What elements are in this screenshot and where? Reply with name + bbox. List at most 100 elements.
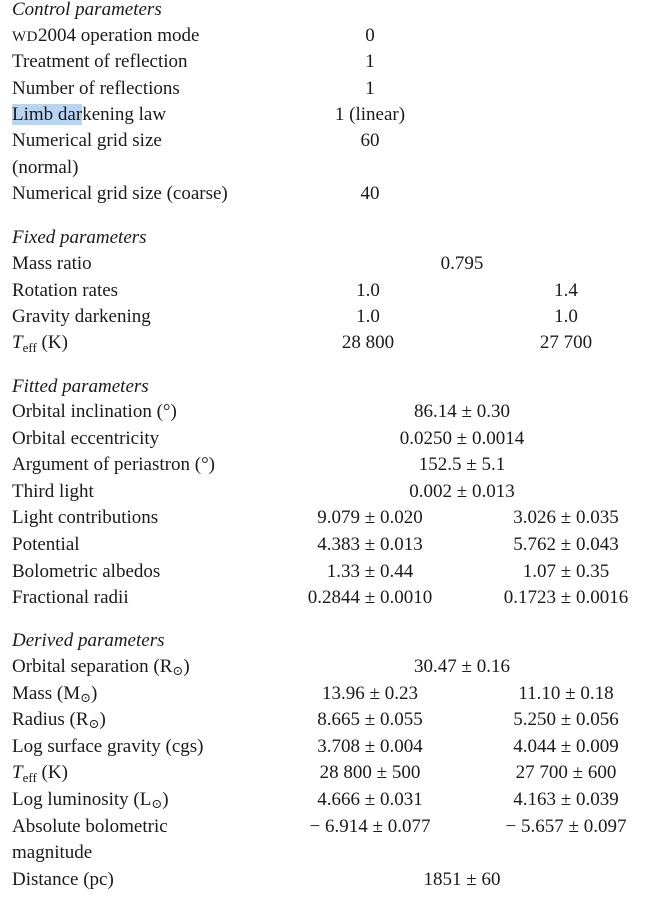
section-title: Derived parameters	[12, 630, 165, 651]
sun-symbol-icon: ⊙	[88, 716, 100, 731]
row-radius: Radius (R⊙) 8.665 ± 0.055 5.250 ± 0.056	[0, 710, 654, 737]
row-label: Numerical grid size (coarse)	[12, 183, 228, 204]
row-third-light: Third light 0.002 ± 0.013	[0, 482, 654, 509]
secondary-value: 4.044 ± 0.009	[513, 736, 619, 757]
row-label: Argument of periastron (°)	[12, 454, 215, 475]
row-bolometric-magnitude-cont: magnitude	[0, 843, 654, 870]
secondary-value: 5.250 ± 0.056	[513, 709, 619, 730]
row-bolometric-magnitude: Absolute bolometric − 6.914 ± 0.077 − 5.…	[0, 817, 654, 844]
primary-value: 28 800	[341, 332, 395, 353]
row-label: Teff (K)	[12, 332, 68, 356]
row-reflection-treatment: Treatment of reflection 1	[0, 52, 654, 79]
row-label: Radius (R⊙)	[12, 709, 106, 732]
row-label: Distance (pc)	[12, 869, 114, 890]
row-grid-normal: Numerical grid size 60	[0, 131, 654, 158]
row-distance: Distance (pc) 1851 ± 60	[0, 870, 654, 897]
row-label: Bolometric albedos	[12, 561, 161, 582]
row-value: 1	[365, 51, 375, 72]
row-label: Absolute bolometric	[12, 816, 168, 837]
row-log-gravity: Log surface gravity (cgs) 3.708 ± 0.004 …	[0, 737, 654, 764]
secondary-value: 4.163 ± 0.039	[513, 789, 619, 810]
row-label: Rotation rates	[12, 280, 119, 301]
primary-value: 4.666 ± 0.031	[317, 789, 423, 810]
row-label: Mass ratio	[12, 253, 92, 274]
primary-value: 8.665 ± 0.055	[317, 709, 423, 730]
row-label: Treatment of reflection	[12, 51, 188, 72]
row-label: Number of reflections	[12, 78, 180, 99]
row-separation: Orbital separation (R⊙) 30.47 ± 0.16	[0, 657, 654, 684]
row-wd-mode: WD2004 operation mode 0	[0, 26, 654, 53]
primary-value: 3.708 ± 0.004	[317, 736, 423, 757]
row-label: Third light	[12, 481, 94, 502]
row-label: Orbital eccentricity	[12, 428, 160, 449]
row-value: 1851 ± 60	[423, 869, 501, 890]
section-title: Control parameters	[12, 0, 162, 20]
secondary-value: 27 700	[539, 332, 593, 353]
row-label: (normal)	[12, 157, 79, 178]
primary-value: 1.0	[356, 306, 380, 327]
row-light-contributions: Light contributions 9.079 ± 0.020 3.026 …	[0, 508, 654, 535]
row-label: WD2004 operation mode	[12, 25, 200, 46]
primary-value: − 6.914 ± 0.077	[309, 816, 431, 837]
primary-value: 0.2844 ± 0.0010	[307, 587, 433, 608]
row-label: Light contributions	[12, 507, 159, 528]
secondary-value: 1.4	[554, 280, 578, 301]
row-value: 1	[365, 78, 375, 99]
row-value: 40	[360, 183, 380, 204]
row-label: Potential	[12, 534, 80, 555]
row-grid-normal-cont: (normal)	[0, 158, 654, 185]
row-label: Mass (M⊙)	[12, 683, 98, 706]
primary-value: 9.079 ± 0.020	[317, 507, 423, 528]
row-value: 152.5 ± 5.1	[418, 454, 506, 475]
row-inclination: Orbital inclination (°) 86.14 ± 0.30	[0, 402, 654, 429]
row-label: Orbital separation (R⊙)	[12, 656, 190, 679]
row-mass: Mass (M⊙) 13.96 ± 0.23 11.10 ± 0.18	[0, 684, 654, 711]
row-fractional-radii: Fractional radii 0.2844 ± 0.0010 0.1723 …	[0, 588, 654, 615]
row-rotation-rates: Rotation rates 1.0 1.4	[0, 281, 654, 308]
secondary-value: 5.762 ± 0.043	[513, 534, 619, 555]
section-title: Fixed parameters	[12, 227, 147, 248]
primary-value: 1.0	[356, 280, 380, 301]
row-label: Log luminosity (L⊙)	[12, 789, 169, 812]
row-value: 0.002 ± 0.013	[409, 481, 515, 502]
row-value: 0	[365, 25, 375, 46]
row-label: Numerical grid size	[12, 130, 162, 151]
secondary-value: 0.1723 ± 0.0016	[503, 587, 629, 608]
row-label: Teff (K)	[12, 762, 68, 786]
row-potential: Potential 4.383 ± 0.013 5.762 ± 0.043	[0, 535, 654, 562]
row-teff-derived: Teff (K) 28 800 ± 500 27 700 ± 600	[0, 763, 654, 790]
fixed-section-header: Fixed parameters	[0, 228, 654, 255]
secondary-value: 27 700 ± 600	[515, 762, 617, 783]
secondary-value: 1.0	[554, 306, 578, 327]
sun-symbol-icon: ⊙	[151, 796, 163, 811]
secondary-value: − 5.657 ± 0.097	[505, 816, 627, 837]
derived-section-header: Derived parameters	[0, 631, 654, 658]
row-gravity-darkening: Gravity darkening 1.0 1.0	[0, 307, 654, 334]
secondary-value: 3.026 ± 0.035	[513, 507, 619, 528]
fitted-section-header: Fitted parameters	[0, 377, 654, 404]
row-value: 86.14 ± 0.30	[414, 401, 510, 422]
row-label: Fractional radii	[12, 587, 129, 608]
row-value: 30.47 ± 0.16	[414, 656, 510, 677]
row-periastron: Argument of periastron (°) 152.5 ± 5.1	[0, 455, 654, 482]
sun-symbol-icon: ⊙	[172, 663, 184, 678]
row-label: magnitude	[12, 842, 93, 863]
secondary-value: 11.10 ± 0.18	[518, 683, 614, 704]
row-label: Log surface gravity (cgs)	[12, 736, 204, 757]
control-section-header: Control parameters	[0, 0, 654, 27]
text-selection-highlight[interactable]: Limb dar	[12, 104, 83, 125]
row-value: 0.795	[440, 253, 484, 274]
primary-value: 4.383 ± 0.013	[317, 534, 423, 555]
secondary-value: 1.07 ± 0.35	[522, 561, 610, 582]
row-reflections-number: Number of reflections 1	[0, 79, 654, 106]
row-teff-fixed: Teff (K) 28 800 27 700	[0, 333, 654, 360]
row-luminosity: Log luminosity (L⊙) 4.666 ± 0.031 4.163 …	[0, 790, 654, 817]
row-label: Gravity darkening	[12, 306, 151, 327]
row-label: Limb darkening law	[12, 104, 167, 125]
row-mass-ratio: Mass ratio 0.795	[0, 254, 654, 281]
row-value: 1 (linear)	[334, 104, 406, 125]
row-limb-darkening: Limb darkening law 1 (linear)	[0, 104, 654, 132]
row-value: 0.0250 ± 0.0014	[399, 428, 525, 449]
row-eccentricity: Orbital eccentricity 0.0250 ± 0.0014	[0, 429, 654, 456]
row-albedos: Bolometric albedos 1.33 ± 0.44 1.07 ± 0.…	[0, 562, 654, 589]
